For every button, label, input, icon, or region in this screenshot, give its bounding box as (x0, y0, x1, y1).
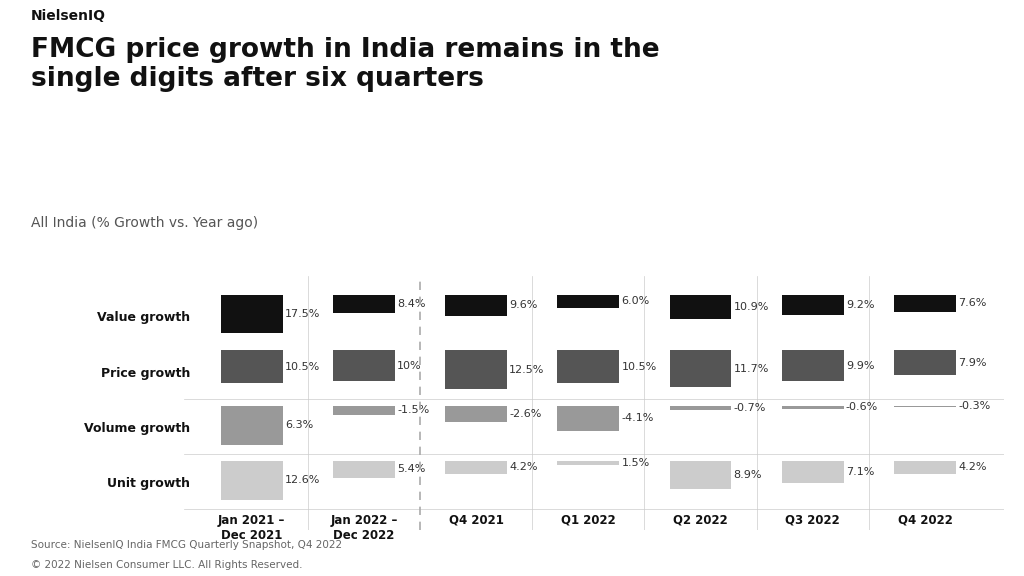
Bar (894, 461, 955, 474)
Text: 10%: 10% (397, 361, 422, 371)
Text: 12.6%: 12.6% (285, 476, 321, 486)
Text: Unit growth: Unit growth (106, 478, 189, 490)
Text: Volume growth: Volume growth (84, 422, 189, 435)
Bar (445, 350, 507, 389)
Bar (557, 461, 620, 465)
Text: 6.0%: 6.0% (622, 297, 649, 306)
Text: 7.6%: 7.6% (958, 298, 986, 308)
Bar (333, 461, 394, 478)
Text: 9.2%: 9.2% (846, 300, 874, 310)
Text: Value growth: Value growth (97, 312, 189, 324)
Text: Source: NielsenIQ India FMCG Quarterly Snapshot, Q4 2022: Source: NielsenIQ India FMCG Quarterly S… (31, 540, 342, 550)
Text: Q4 2022: Q4 2022 (897, 514, 952, 527)
Bar (782, 461, 844, 483)
Text: Price growth: Price growth (100, 367, 189, 380)
Bar (221, 295, 283, 333)
Bar (445, 295, 507, 316)
Text: 8.9%: 8.9% (733, 469, 762, 480)
Bar (782, 406, 844, 410)
Text: 8.4%: 8.4% (397, 299, 426, 309)
Bar (221, 406, 283, 445)
Bar (221, 461, 283, 500)
Bar (333, 295, 394, 313)
Bar (670, 350, 731, 387)
Bar (670, 461, 731, 488)
Text: Q1 2022: Q1 2022 (561, 514, 615, 527)
Text: 17.5%: 17.5% (285, 309, 321, 319)
Text: Jan 2021 –
Dec 2021: Jan 2021 – Dec 2021 (218, 514, 286, 542)
Text: 6.3%: 6.3% (285, 420, 313, 430)
Text: 4.2%: 4.2% (509, 463, 538, 472)
Bar (557, 295, 620, 308)
Text: -1.5%: -1.5% (397, 405, 429, 415)
Bar (782, 350, 844, 381)
Text: Q3 2022: Q3 2022 (785, 514, 840, 527)
Text: -2.6%: -2.6% (509, 408, 542, 419)
Bar (894, 350, 955, 375)
Bar (782, 295, 844, 315)
Bar (670, 295, 731, 319)
Text: -0.7%: -0.7% (733, 403, 766, 412)
Text: 9.6%: 9.6% (509, 301, 538, 310)
Bar (557, 406, 620, 431)
Text: All India (% Growth vs. Year ago): All India (% Growth vs. Year ago) (31, 216, 258, 230)
Text: 4.2%: 4.2% (958, 463, 986, 472)
Text: Q4 2021: Q4 2021 (449, 514, 504, 527)
Text: 11.7%: 11.7% (733, 363, 769, 373)
Bar (894, 295, 955, 312)
Text: 5.4%: 5.4% (397, 464, 425, 474)
Text: Q2 2022: Q2 2022 (673, 514, 728, 527)
Text: 10.9%: 10.9% (733, 302, 769, 312)
Bar (221, 350, 283, 383)
Text: NielsenIQ: NielsenIQ (31, 9, 105, 22)
Text: 7.9%: 7.9% (958, 358, 986, 367)
Text: 10.5%: 10.5% (622, 362, 656, 372)
Text: 12.5%: 12.5% (509, 365, 545, 375)
Text: -0.3%: -0.3% (958, 401, 990, 411)
Bar (333, 406, 394, 415)
Text: 1.5%: 1.5% (622, 458, 649, 468)
Bar (557, 350, 620, 383)
Bar (445, 461, 507, 474)
Text: -4.1%: -4.1% (622, 414, 653, 423)
Text: FMCG price growth in India remains in the
single digits after six quarters: FMCG price growth in India remains in th… (31, 37, 659, 92)
Bar (670, 406, 731, 410)
Bar (894, 406, 955, 407)
Text: -0.6%: -0.6% (846, 403, 879, 412)
Bar (445, 406, 507, 422)
Text: 7.1%: 7.1% (846, 467, 874, 477)
Bar (333, 350, 394, 381)
Text: Jan 2022 –
Dec 2022: Jan 2022 – Dec 2022 (330, 514, 397, 542)
Text: 10.5%: 10.5% (285, 362, 321, 372)
Text: 9.9%: 9.9% (846, 361, 874, 371)
Text: © 2022 Nielsen Consumer LLC. All Rights Reserved.: © 2022 Nielsen Consumer LLC. All Rights … (31, 560, 302, 570)
